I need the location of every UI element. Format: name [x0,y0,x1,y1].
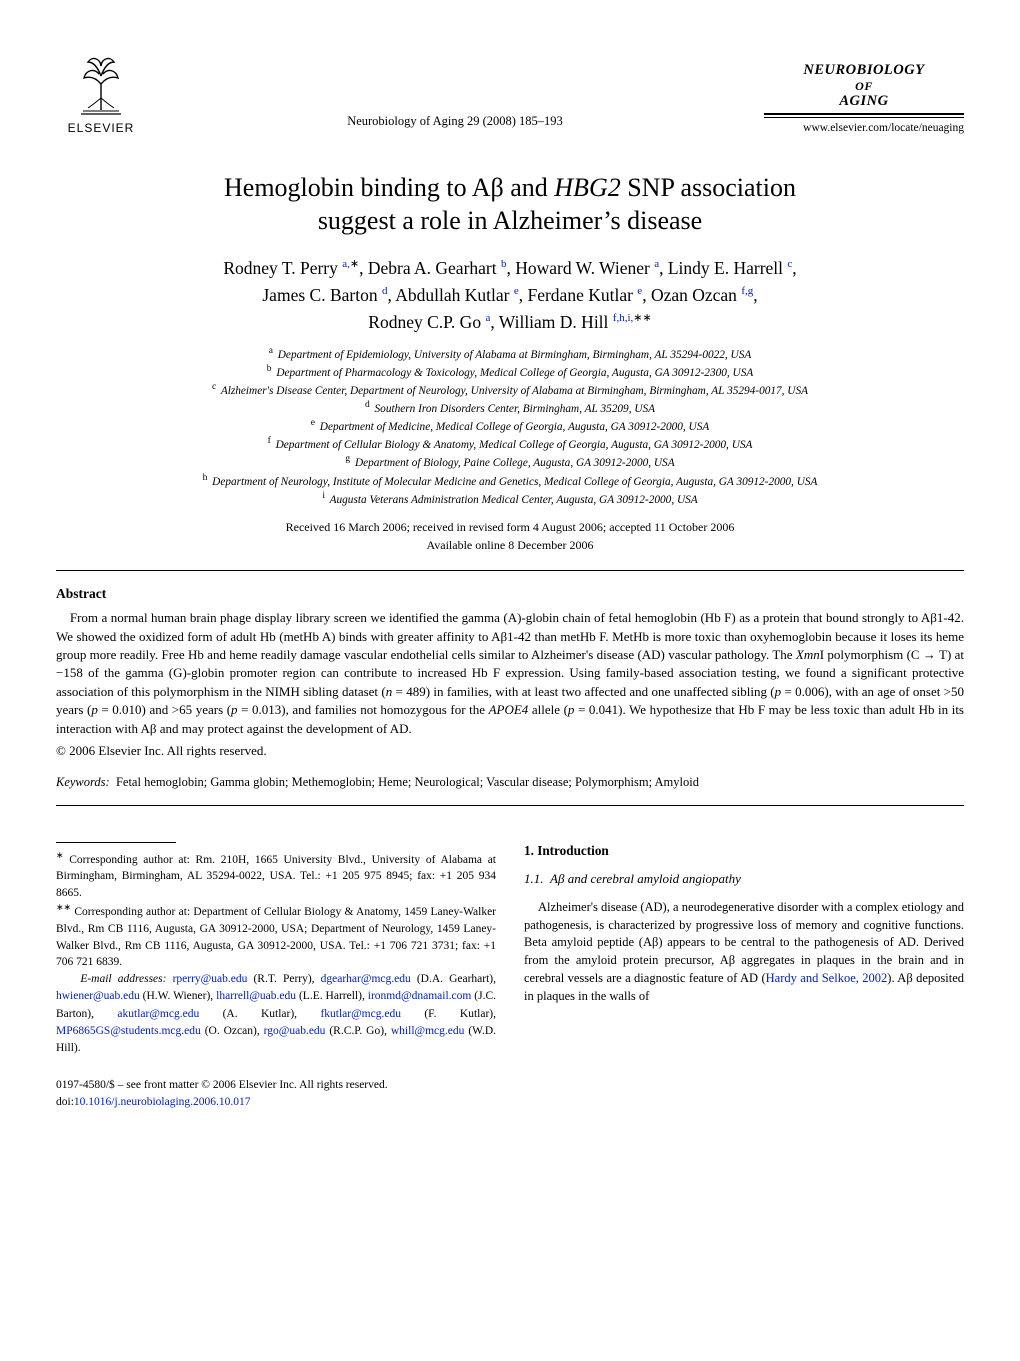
abstract-body: From a normal human brain phage display … [56,609,964,738]
citation-line: Neurobiology of Aging 29 (2008) 185–193 [146,113,764,136]
two-column-body: ∗ Corresponding author at: Rm. 210H, 166… [56,842,964,1110]
journal-logo-line2: OF [764,79,964,93]
doi-label: doi: [56,1096,74,1108]
keywords-label: Keywords: [56,775,110,789]
rule-above-abstract [56,570,964,571]
email-link[interactable]: lharrell@uab.edu [216,990,296,1002]
corresponding-footnote-1: ∗ Corresponding author at: Rm. 210H, 166… [56,849,496,902]
email-addresses: E-mail addresses: rperry@uab.edu (R.T. P… [56,971,496,1057]
publisher-name: ELSEVIER [68,120,135,136]
email-link[interactable]: rperry@uab.edu [173,973,248,985]
section-1-1-heading: 1.1. Aβ and cerebral amyloid angiopathy [524,870,964,888]
section-1-heading: 1. Introduction [524,842,964,861]
journal-logo: NEUROBIOLOGY OF AGING [764,62,964,111]
email-link[interactable]: ironmd@dnamail.com [368,990,472,1002]
corresponding-footnote-2: ∗∗ Corresponding author at: Department o… [56,901,496,971]
article-title: Hemoglobin binding to Aβ and HBG2 SNP as… [56,172,964,237]
email-link[interactable]: akutlar@mcg.edu [117,1008,199,1020]
rule-below-keywords [56,805,964,806]
section-1-1-paragraph: Alzheimer's disease (AD), a neurodegener… [524,899,964,1006]
left-column: ∗ Corresponding author at: Rm. 210H, 166… [56,842,496,1110]
footnote-separator [56,842,176,843]
affiliations: a Department of Epidemiology, University… [56,345,964,508]
header-rule-2 [764,117,964,118]
keywords-line: Keywords: Fetal hemoglobin; Gamma globin… [56,774,964,791]
email-link[interactable]: rgo@uab.edu [264,1025,326,1037]
journal-logo-line3: AGING [764,93,964,110]
doi-line: doi:10.1016/j.neurobiolaging.2006.10.017 [56,1094,496,1110]
abstract-heading: Abstract [56,585,964,603]
journal-logo-line1: NEUROBIOLOGY [764,62,964,79]
received-line: Received 16 March 2006; received in revi… [56,518,964,536]
front-matter-line: 0197-4580/$ – see front matter © 2006 El… [56,1077,496,1093]
doi-link[interactable]: 10.1016/j.neurobiolaging.2006.10.017 [74,1096,251,1108]
header-rule-1 [764,113,964,115]
header-left: ELSEVIER [56,48,146,136]
header-right: NEUROBIOLOGY OF AGING www.elsevier.com/l… [764,62,964,137]
email-link[interactable]: whill@mcg.edu [391,1025,465,1037]
corr2-text: Corresponding author at: Department of C… [56,906,496,968]
email-link[interactable]: fkutlar@mcg.edu [320,1008,401,1020]
journal-url: www.elsevier.com/locate/neuaging [764,121,964,137]
abstract-copyright: © 2006 Elsevier Inc. All rights reserved… [56,742,964,760]
email-link[interactable]: dgearhar@mcg.edu [321,973,411,985]
keywords-text: Fetal hemoglobin; Gamma globin; Methemog… [116,775,699,789]
citation-link[interactable]: Hardy and Selkoe, 2002 [766,971,888,985]
elsevier-tree-icon [66,48,136,118]
online-line: Available online 8 December 2006 [56,536,964,554]
email-link[interactable]: MP6865GS@students.mcg.edu [56,1025,201,1037]
email-link[interactable]: hwiener@uab.edu [56,990,140,1002]
publisher-logo: ELSEVIER [56,48,146,136]
front-matter: 0197-4580/$ – see front matter © 2006 El… [56,1077,496,1110]
corr1-text: Corresponding author at: Rm. 210H, 1665 … [56,853,496,898]
history-dates: Received 16 March 2006; received in revi… [56,518,964,554]
page-header: ELSEVIER Neurobiology of Aging 29 (2008)… [56,48,964,136]
right-column: 1. Introduction 1.1. Aβ and cerebral amy… [524,842,964,1110]
author-list: Rodney T. Perry a,∗, Debra A. Gearhart b… [56,255,964,336]
